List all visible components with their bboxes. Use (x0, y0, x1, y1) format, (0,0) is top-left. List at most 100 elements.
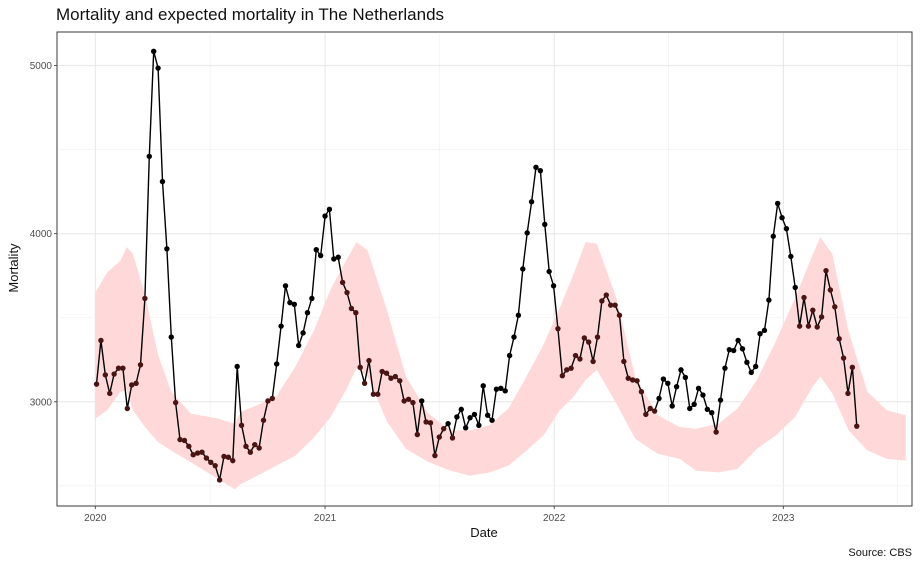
y-tick-label: 3000 (30, 397, 53, 408)
mortality-point (537, 167, 544, 174)
mortality-point (502, 388, 508, 394)
mortality-point (397, 378, 403, 384)
mortality-point (682, 374, 689, 381)
mortality-point (304, 310, 311, 316)
mortality-point (366, 357, 372, 364)
mortality-point (423, 419, 429, 425)
mortality-point (203, 455, 210, 461)
mortality-point (559, 373, 566, 379)
mortality-point (484, 412, 491, 418)
mortality-point (726, 346, 733, 353)
mortality-point (445, 420, 451, 427)
mortality-point (770, 233, 776, 239)
mortality-point (190, 452, 196, 458)
mortality-point (107, 390, 113, 397)
mortality-point (625, 375, 631, 381)
mortality-point (796, 323, 803, 329)
plot-border (56, 31, 913, 507)
x-tick-label: 2021 (314, 513, 337, 524)
mortality-point (199, 449, 205, 455)
mortality-point (700, 392, 706, 398)
mortality-point (467, 415, 473, 421)
mortality-point (524, 230, 530, 236)
mortality-point (194, 450, 201, 456)
mortality-point (129, 382, 135, 388)
mortality-point (638, 389, 645, 395)
mortality-point (471, 411, 478, 418)
mortality-point (392, 373, 399, 380)
mortality-point (440, 425, 447, 432)
mortality-point (656, 395, 662, 402)
mortality-point (93, 381, 100, 387)
mortality-point (291, 301, 297, 307)
mortality-point (629, 377, 636, 383)
mortality-point (265, 398, 271, 404)
mortality-point (427, 420, 434, 426)
mortality-point (788, 253, 794, 260)
mortality-point (801, 294, 807, 301)
mortality-point (462, 425, 469, 431)
mortality-point (713, 429, 719, 435)
mortality-point (186, 443, 192, 450)
mortality-point (634, 378, 640, 384)
mortality-point (243, 443, 249, 450)
mortality-point (511, 334, 517, 340)
mortality-point (274, 361, 280, 367)
mortality-point (309, 295, 315, 302)
mortality-point (405, 396, 412, 402)
mortality-point (238, 422, 245, 429)
mortality-point (458, 406, 464, 413)
mortality-point (317, 252, 324, 259)
mortality-point (603, 292, 609, 298)
mortality-point (454, 414, 460, 420)
mortality-point (326, 206, 333, 213)
mortality-point (660, 376, 667, 382)
mortality-point (225, 454, 232, 460)
mortality-point (370, 391, 377, 397)
mortality-point (735, 337, 741, 344)
y-tick-label: 5000 (30, 61, 53, 72)
mortality-point (335, 254, 341, 260)
mortality-point (840, 355, 847, 361)
y-axis-ticks: 3000 4000 5000 (30, 61, 57, 408)
mortality-point (159, 178, 166, 185)
mortality-point (555, 325, 561, 332)
mortality-point (810, 307, 816, 313)
mortality-point (379, 368, 385, 375)
mortality-point (168, 334, 174, 340)
mortality-point (546, 268, 552, 275)
mortality-point (348, 305, 355, 312)
mortality-point (498, 385, 504, 392)
mortality-point (744, 359, 750, 365)
mortality-point (651, 408, 658, 414)
mortality-point (102, 372, 109, 378)
mortality-point (520, 266, 526, 272)
mortality-point (647, 405, 653, 412)
mortality-point (643, 411, 649, 418)
mortality-point (599, 298, 605, 304)
mortality-point (709, 410, 715, 416)
y-axis-title: Mortality (6, 243, 21, 293)
mortality-point (836, 336, 842, 342)
mortality-point (256, 445, 262, 451)
mortality-point (612, 302, 618, 308)
mortality-point (269, 395, 276, 402)
mortality-point (164, 246, 170, 252)
mortality-point (120, 365, 126, 371)
mortality-point (739, 346, 746, 352)
mortality-point (849, 364, 856, 371)
x-tick-label: 2023 (772, 513, 795, 524)
mortality-point (287, 299, 293, 306)
mortality-point (181, 437, 188, 444)
mortality-point (212, 462, 218, 469)
mortality-point (339, 279, 346, 286)
expected-band-area (95, 237, 906, 490)
x-axis-ticks: 2020 2021 2022 2023 (84, 506, 795, 524)
mortality-point (581, 335, 588, 341)
mortality-point (150, 48, 157, 55)
mortality-point (124, 405, 131, 412)
mortality-point (572, 352, 579, 359)
mortality-point (542, 221, 548, 228)
mortality-point (295, 342, 302, 349)
mortality-point (607, 302, 614, 308)
